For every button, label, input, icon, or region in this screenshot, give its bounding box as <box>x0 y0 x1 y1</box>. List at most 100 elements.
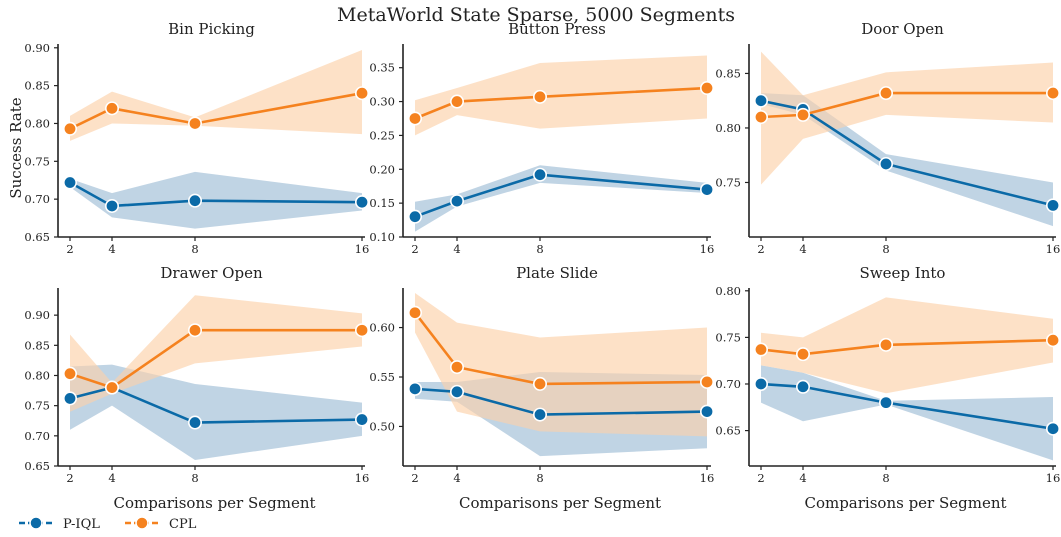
y-tick-label: 0.75 <box>715 175 741 189</box>
point-p-iql-x8 <box>188 193 203 208</box>
point-cpl-x2 <box>407 111 422 126</box>
x-tick-label: 16 <box>355 471 370 485</box>
y-tick-label: 0.80 <box>24 116 50 130</box>
x-tick-label: 2 <box>66 471 73 485</box>
y-tick-label: 0.30 <box>369 95 395 109</box>
y-tick-label: 0.55 <box>369 370 395 384</box>
x-tick-label: 8 <box>882 471 889 485</box>
y-tick-label: 0.80 <box>715 121 741 135</box>
y-tick-label: 0.75 <box>715 330 741 344</box>
y-tick-label: 0.65 <box>24 459 50 473</box>
y-axis-label: Success Rate <box>7 97 25 198</box>
subplot-grid: Bin Picking 0.65 0.70 0.75 0.80 0.85 0.90 2 4 8 16… <box>24 20 1060 512</box>
point-p-iql-x2 <box>753 93 768 108</box>
y-tick-label: 0.85 <box>24 338 50 352</box>
x-tick-label: 2 <box>757 471 764 485</box>
point-cpl-x4 <box>449 94 464 109</box>
point-p-iql-x8 <box>532 407 547 422</box>
legend: P-IQL CPL <box>19 516 197 532</box>
point-cpl-x4 <box>795 347 810 362</box>
point-cpl-x2 <box>407 305 422 320</box>
y-tick-label: 0.15 <box>369 196 395 210</box>
point-p-iql-x2 <box>407 381 422 396</box>
y-tick-label: 0.70 <box>715 377 741 391</box>
ci-band-p-iql <box>70 364 362 460</box>
y-tick-label: 0.50 <box>369 419 395 433</box>
panel-button-press: Button Press 0.10 0.15 0.20 0.25 0.30 0.35 2 4 8 1… <box>369 20 714 256</box>
x-tick-label: 4 <box>453 471 460 485</box>
y-tick-label: 0.70 <box>24 429 50 443</box>
legend-marker-cpl <box>135 516 149 530</box>
series-line-p-iql <box>69 386 363 424</box>
x-tick-label: 2 <box>66 242 73 256</box>
point-cpl-x4 <box>105 380 120 395</box>
point-p-iql-x2 <box>753 376 768 391</box>
legend-marker-p-iql <box>29 516 43 530</box>
x-tick-label: 2 <box>757 242 764 256</box>
point-p-iql-x4 <box>449 384 464 399</box>
point-p-iql-x16 <box>1046 198 1061 213</box>
series-line-p-iql <box>414 173 708 218</box>
ci-band-overlay-p-iql <box>761 93 1053 227</box>
point-cpl-x4 <box>449 360 464 375</box>
point-cpl-x2 <box>753 110 768 125</box>
ci-band-cpl <box>70 295 362 412</box>
x-tick-label: 2 <box>411 242 418 256</box>
point-cpl-x8 <box>188 323 203 338</box>
point-p-iql-x8 <box>878 395 893 410</box>
y-tick-label: 0.60 <box>369 321 395 335</box>
point-p-iql-x4 <box>105 198 120 213</box>
series-line-p-iql <box>760 99 1054 207</box>
x-tick-label: 16 <box>1046 471 1061 485</box>
x-tick-label: 16 <box>700 471 715 485</box>
point-cpl-x4 <box>795 107 810 122</box>
x-tick-label: 4 <box>799 471 806 485</box>
legend-label-p-iql: P-IQL <box>63 517 100 532</box>
point-p-iql-x2 <box>407 209 422 224</box>
ci-band-overlay-p-iql <box>70 364 362 460</box>
y-tick-label: 0.10 <box>369 230 395 244</box>
x-tick-label: 16 <box>1046 242 1061 256</box>
point-p-iql-x8 <box>188 415 203 430</box>
panel-title-button-press: Button Press <box>508 20 606 38</box>
y-tick-label: 0.85 <box>715 66 741 80</box>
panel-door-open: Door Open 0.75 0.80 0.85 2 4 8 16 <box>715 20 1060 256</box>
panel-drawer-open: Drawer Open 0.65 0.70 0.75 0.80 0.85 0.90 2 4 8 16… <box>24 264 369 512</box>
panel-title-sweep-into: Sweep Into <box>860 264 946 282</box>
x-tick-label: 8 <box>536 471 543 485</box>
point-cpl-x16 <box>1046 86 1061 101</box>
panel-title-bin-picking: Bin Picking <box>168 20 255 38</box>
x-tick-label: 4 <box>799 242 806 256</box>
y-tick-label: 0.85 <box>24 79 50 93</box>
x-tick-label: 8 <box>191 471 198 485</box>
panel-sweep-into: Sweep Into 0.65 0.70 0.75 0.80 2 4 8 16 Compariso… <box>715 264 1060 512</box>
figure-suptitle: MetaWorld State Sparse, 5000 Segments <box>337 4 735 26</box>
point-cpl-x2 <box>753 342 768 357</box>
panel-plate-slide: Plate Slide 0.50 0.55 0.60 2 4 8 16 Comparisons … <box>369 264 714 512</box>
x-tick-label: 8 <box>191 242 198 256</box>
point-cpl-x16 <box>699 81 714 96</box>
point-p-iql-x8 <box>878 156 893 171</box>
y-tick-label: 0.90 <box>24 308 50 322</box>
x-tick-label: 2 <box>411 471 418 485</box>
series-line-p-iql <box>414 387 708 416</box>
series-line-cpl <box>69 91 363 130</box>
panel-title-plate-slide: Plate Slide <box>516 264 598 282</box>
point-cpl-x2 <box>62 366 77 381</box>
series-line-cpl <box>413 311 708 386</box>
y-tick-label: 0.70 <box>24 192 50 206</box>
y-tick-label: 0.20 <box>369 162 395 176</box>
point-cpl-x16 <box>354 86 369 101</box>
panel-title-drawer-open: Drawer Open <box>160 264 263 282</box>
x-tick-label: 8 <box>536 242 543 256</box>
x-tick-label: 4 <box>108 471 115 485</box>
y-tick-label: 0.75 <box>24 154 50 168</box>
y-tick-label: 0.75 <box>24 399 50 413</box>
point-cpl-x8 <box>532 376 547 391</box>
series-line-p-iql <box>69 181 363 208</box>
x-tick-label: 4 <box>108 242 115 256</box>
point-cpl-x16 <box>699 374 714 389</box>
series-line-cpl <box>69 328 362 389</box>
ci-band-overlay-p-iql <box>761 365 1053 461</box>
point-p-iql-x2 <box>62 175 77 190</box>
